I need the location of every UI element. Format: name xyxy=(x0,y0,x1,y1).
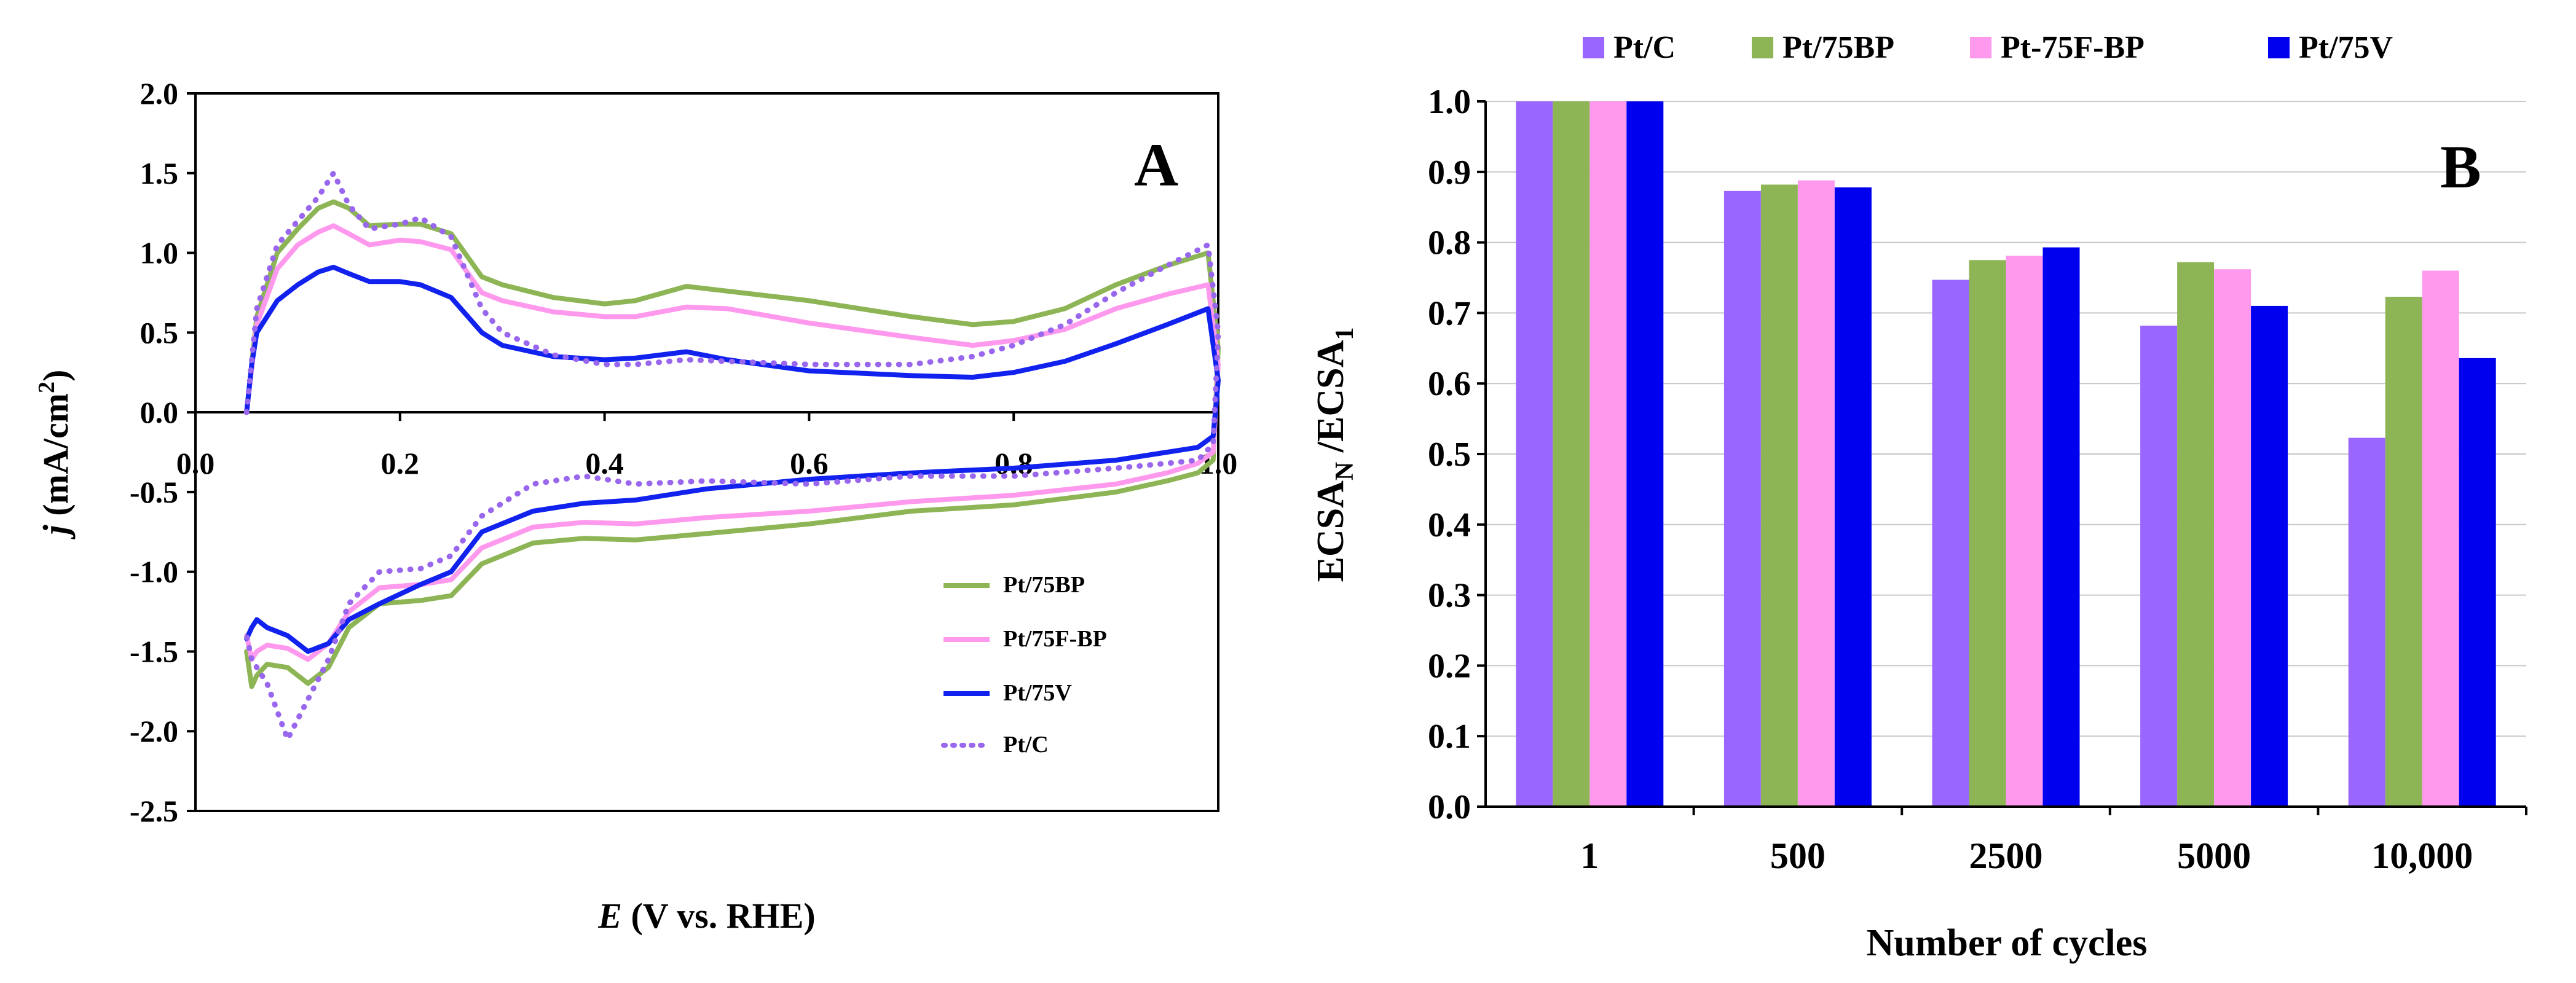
legend-swatch-pt75v xyxy=(2268,37,2290,58)
legend-swatch-pt75bp xyxy=(1752,37,1773,58)
cv-series-pt-75bp xyxy=(244,199,1221,689)
bar-pt-75f-bp-500 xyxy=(1797,180,1835,807)
ecsa-category-label: 500 xyxy=(1770,836,1826,876)
ecsa-y-tick-label: 0.1 xyxy=(1428,718,1471,756)
legend-swatch-ptc xyxy=(1583,37,1604,58)
cv-x-axis-title: E (V vs. RHE) xyxy=(597,896,815,936)
legend-label-ptc-bar: Pt/C xyxy=(1613,30,1676,65)
ecsa-y-tick-label: 0.6 xyxy=(1428,365,1471,403)
bar-pt-75bp-5000 xyxy=(2177,262,2215,807)
cv-y-tick-label: 1.0 xyxy=(140,236,179,270)
ecsa-y-tick-label: 0.4 xyxy=(1428,506,1471,544)
bar-pt-75bp-500 xyxy=(1760,184,1798,807)
cv-x-tick-label: 1.0 xyxy=(1199,446,1238,480)
bar-pt-75bp-1 xyxy=(1553,101,1590,807)
ecsa-legend: Pt/C Pt/75BP Pt-75F-BP Pt/75V xyxy=(1583,30,2393,65)
bar-pt-75f-bp-10-000 xyxy=(2422,270,2459,807)
bar-pt-75bp-2500 xyxy=(1969,260,2006,807)
cv-y-tick-label: -2.5 xyxy=(130,794,178,828)
cv-y-tick-label: -1.0 xyxy=(130,555,178,589)
cv-y-tick-label: 2.0 xyxy=(140,76,179,111)
bar-pt-75f-bp-2500 xyxy=(2006,256,2043,807)
legend-label-pt75bp-bar: Pt/75BP xyxy=(1782,30,1894,65)
ecsa-y-tick-label: 0.9 xyxy=(1428,154,1471,192)
cv-chart-panel: 2.01.51.00.50.0-0.5-1.0-1.5-2.0-2.5 0.0 0… xyxy=(34,76,1237,936)
ecsa-category-label: 1 xyxy=(1580,836,1599,876)
ecsa-category-labels: 1 500 2500 5000 10,000 xyxy=(1580,807,2527,876)
ecsa-panel-label: B xyxy=(2440,133,2481,201)
bar-pt-75f-bp-1 xyxy=(1589,101,1627,807)
cv-y-tick-label: 1.5 xyxy=(140,156,179,190)
ecsa-category-label: 2500 xyxy=(1969,836,2043,876)
cv-x-tick-label: 0.4 xyxy=(585,446,624,480)
cv-panel-label: A xyxy=(1134,131,1178,199)
bar-pt-c-500 xyxy=(1723,190,1761,807)
cv-x-tick-label: 0.2 xyxy=(381,446,420,480)
bar-pt-c-10-000 xyxy=(2348,437,2385,807)
ecsa-x-axis-title: Number of cycles xyxy=(1867,922,2148,964)
ecsa-y-tick-label: 0.3 xyxy=(1428,577,1471,615)
bar-pt-75f-bp-5000 xyxy=(2214,269,2251,807)
ecsa-category-label: 10,000 xyxy=(2371,836,2473,876)
ecsa-y-ticks: 1.0 0.9 0.8 0.7 0.6 0.5 0.4 0.3 0.2 0.1 0.0 xyxy=(1428,83,1486,826)
bar-pt-75bp-10-000 xyxy=(2385,296,2422,807)
cv-series-pt-75f-bp xyxy=(244,223,1221,662)
ecsa-y-tick-label: 0.8 xyxy=(1428,224,1471,262)
ecsa-y-tick-label: 0.5 xyxy=(1428,436,1471,474)
cv-plot-frame xyxy=(194,92,1219,812)
cv-x-tick-label: 0.0 xyxy=(176,446,215,480)
bar-pt-75v-10-000 xyxy=(2459,358,2496,807)
ecsa-y-tick-label: 0.2 xyxy=(1428,647,1471,685)
legend-label-pt75bp: Pt/75BP xyxy=(1003,572,1085,598)
cv-x-tick-label: 0.6 xyxy=(790,446,829,480)
cv-y-axis-title: j (mA/cm2) xyxy=(34,370,76,540)
ecsa-bars-group xyxy=(1516,101,2496,807)
cv-series-pt-c xyxy=(243,170,1221,742)
bar-pt-75v-5000 xyxy=(2251,305,2288,807)
cv-series-group xyxy=(243,170,1221,742)
bar-pt-c-1 xyxy=(1516,101,1553,807)
ecsa-y-tick-label: 0.0 xyxy=(1428,788,1471,826)
bar-pt-75v-500 xyxy=(1834,187,1872,807)
ecsa-category-label: 5000 xyxy=(2177,836,2251,876)
bar-pt-75v-2500 xyxy=(2042,247,2080,807)
legend-label-pt75v-bar: Pt/75V xyxy=(2299,30,2393,65)
cv-y-tick-label: -2.0 xyxy=(130,714,178,748)
cv-y-tick-label: 0.5 xyxy=(140,315,179,350)
ecsa-y-tick-label: 0.7 xyxy=(1428,294,1471,332)
ecsa-bar-chart-panel: 1.0 0.9 0.8 0.7 0.6 0.5 0.4 0.3 0.2 0.1 0.0 1 500 25… xyxy=(1310,30,2527,964)
legend-swatch-pt75fbp xyxy=(1970,37,1991,58)
bar-pt-c-5000 xyxy=(2140,326,2178,807)
cv-y-ticks: 2.0 1.5 1.0 0.5 0.0 -0.5 -1.0 -1.5 -2.0 -2.5 xyxy=(130,76,195,828)
ecsa-y-axis-title: ECSAN /ECSA1 xyxy=(1310,327,1359,582)
ecsa-y-tick-label: 1.0 xyxy=(1428,83,1471,121)
cv-y-tick-label: -0.5 xyxy=(130,475,178,509)
legend-label-pt75v: Pt/75V xyxy=(1003,680,1072,706)
cv-y-tick-label: 0.0 xyxy=(140,395,179,429)
legend-label-pt75fbp-bar: Pt-75F-BP xyxy=(2001,30,2145,65)
legend-label-pt75fbp: Pt/75F-BP xyxy=(1003,626,1107,652)
cv-series-pt-75v xyxy=(244,264,1221,654)
bar-pt-c-2500 xyxy=(1932,280,1969,807)
legend-label-ptc: Pt/C xyxy=(1003,732,1049,758)
cv-legend: Pt/75BP Pt/75F-BP Pt/75V Pt/C xyxy=(941,572,1107,758)
bar-pt-75v-1 xyxy=(1626,101,1664,807)
cv-y-tick-label: -1.5 xyxy=(130,634,178,668)
